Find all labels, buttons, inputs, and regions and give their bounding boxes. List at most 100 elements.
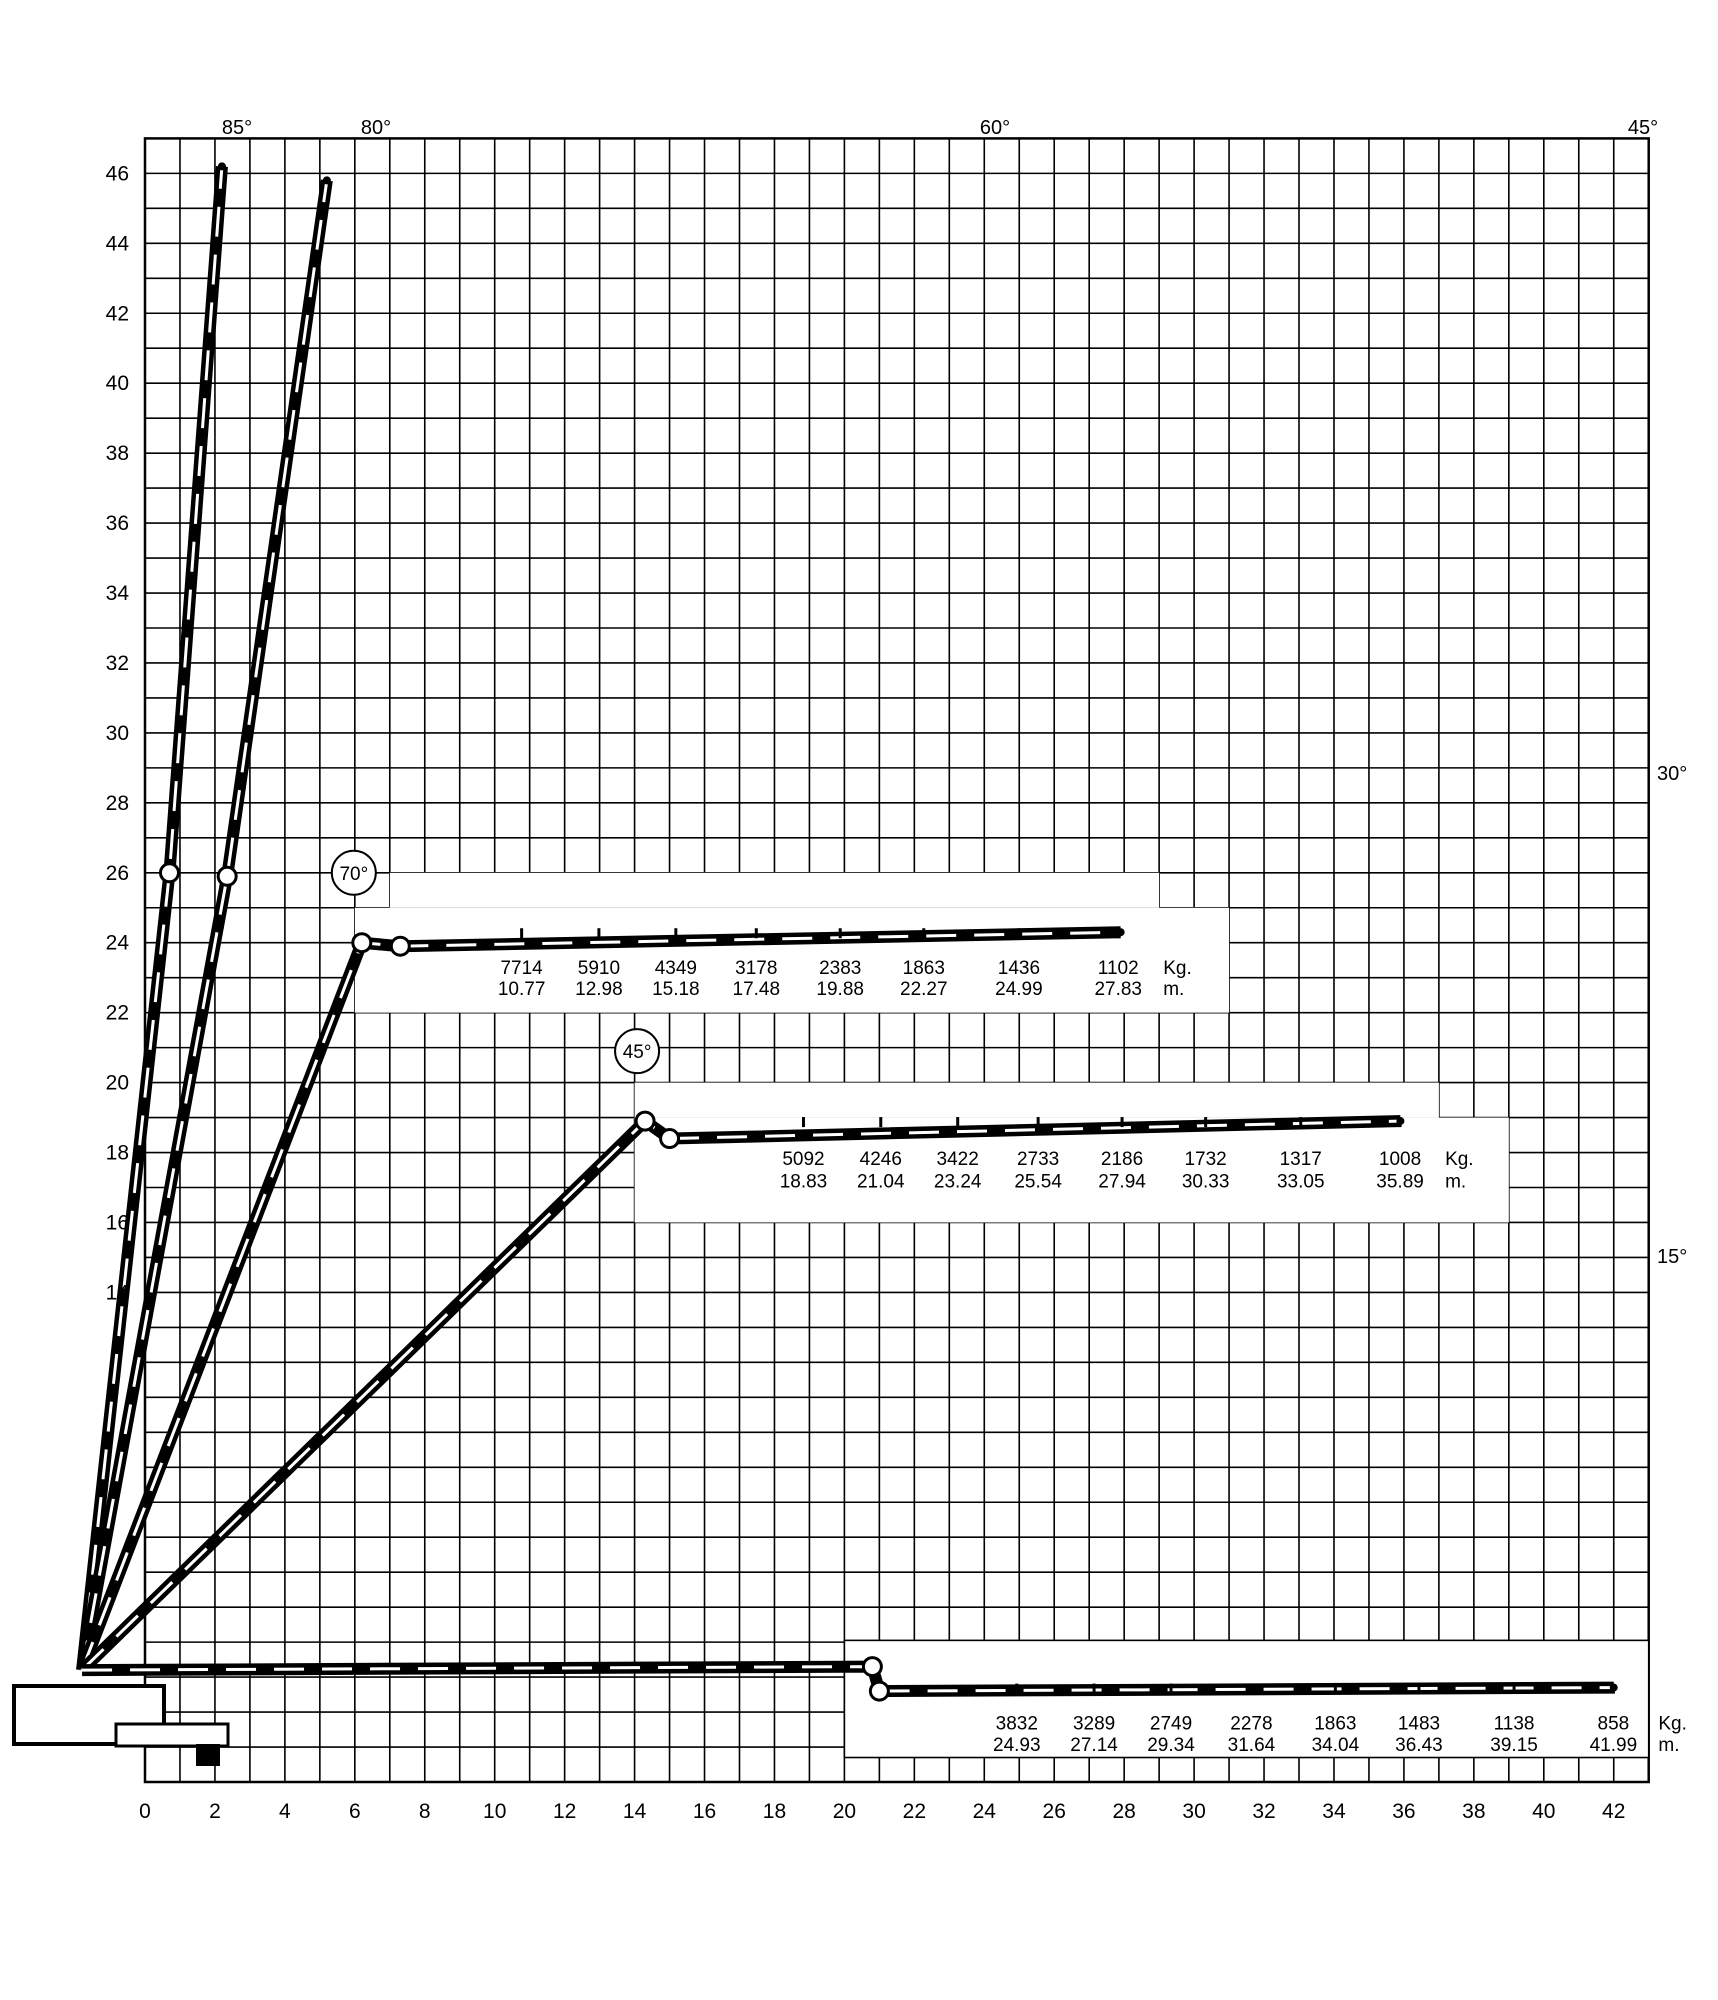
angle-label-circled: 45° [623,1042,652,1063]
load-value: 1102 [1098,958,1139,979]
radius-value: 17.48 [733,979,781,1000]
radius-value: 39.15 [1490,1735,1538,1756]
knuckle-joint [659,1128,681,1150]
radius-value: 35.89 [1376,1172,1424,1193]
load-value: 4246 [860,1149,902,1170]
y-tick-label: 22 [106,1002,129,1025]
load-value: 3289 [1073,1714,1115,1735]
unit-m: m. [1163,979,1184,1000]
load-value: 4349 [655,958,697,979]
boom-detail-0 [80,166,224,1671]
label-area [844,1640,1649,1758]
y-tick-label: 32 [106,652,129,675]
radius-value: 22.27 [900,979,948,1000]
load-value: 2733 [1017,1149,1059,1170]
x-tick-label: 2 [209,1800,221,1823]
x-tick-label: 6 [349,1800,361,1823]
load-value: 2749 [1150,1714,1192,1735]
radius-value: 33.05 [1277,1172,1325,1193]
knuckle-joint [634,1110,656,1132]
load-value: 1732 [1184,1149,1226,1170]
y-tick-label: 36 [106,512,129,535]
y-tick-label: 14 [106,1281,130,1304]
x-tick-label: 40 [1532,1800,1555,1823]
angle-circle [330,849,377,896]
radius-value: 27.14 [1070,1735,1118,1756]
crane-foot [196,1744,220,1766]
crane-outrigger [114,1722,230,1748]
load-value: 7714 [500,958,543,979]
x-tick-label: 22 [903,1800,926,1823]
x-tick-label: 20 [833,1800,856,1823]
radius-value: 29.34 [1147,1735,1195,1756]
x-tick-label: 32 [1252,1800,1275,1823]
load-value: 3422 [937,1149,979,1170]
x-tick-label: 12 [553,1800,576,1823]
x-tick-label: 4 [279,1800,291,1823]
radius-value: 21.04 [857,1172,905,1193]
y-tick-label: 40 [106,372,129,395]
radius-value: 15.18 [652,979,700,1000]
y-tick-label: 18 [106,1142,129,1165]
y-tick-label: 34 [106,582,130,605]
x-tick-label: 34 [1322,1800,1346,1823]
x-tick-label: 36 [1392,1800,1415,1823]
label-area [389,872,1160,908]
load-value: 2186 [1101,1149,1143,1170]
load-value: 1863 [1314,1714,1356,1735]
radius-value: 23.24 [934,1172,982,1193]
radius-value: 19.88 [816,979,864,1000]
boom-detail-4 [82,1665,1614,1693]
y-tick-label: 16 [106,1211,129,1234]
x-tick-label: 0 [139,1800,151,1823]
load-value: 1483 [1398,1714,1440,1735]
load-value: 858 [1598,1714,1630,1735]
y-tick-label: 20 [106,1072,129,1095]
angle-label: 45° [1628,117,1658,139]
load-value: 2278 [1230,1714,1272,1735]
y-tick-label: 42 [106,302,129,325]
radius-value: 31.64 [1228,1735,1276,1756]
load-value: 5910 [578,958,620,979]
radius-value: 34.04 [1312,1735,1360,1756]
angle-label: 80° [361,117,391,139]
x-tick-label: 10 [483,1800,506,1823]
x-tick-label: 14 [623,1800,647,1823]
x-tick-label: 24 [973,1800,997,1823]
load-value: 1863 [903,958,945,979]
load-value: 5092 [782,1149,824,1170]
boom-tip [322,176,331,185]
x-tick-label: 8 [419,1800,431,1823]
load-value: 1317 [1280,1149,1322,1170]
boom-tip [217,162,226,171]
y-tick-label: 38 [106,442,129,465]
radius-value: 36.43 [1395,1735,1443,1756]
radius-value: 41.99 [1590,1735,1638,1756]
angle-label: 30° [1657,763,1687,785]
y-tick-label: 28 [106,792,129,815]
radius-value: 18.83 [780,1172,828,1193]
y-tick-label: 24 [106,932,130,955]
radius-value: 27.83 [1094,979,1142,1000]
load-value: 1138 [1494,1714,1535,1735]
unit-m: m. [1445,1172,1466,1193]
angle-label-circled: 70° [339,864,368,885]
knuckle-joint [351,932,373,954]
angle-label: 15° [1657,1246,1687,1268]
knuckle-joint [389,935,411,957]
boom-2 [76,926,1121,1673]
radius-value: 24.93 [993,1735,1041,1756]
unit-kg: Kg. [1658,1714,1687,1735]
radius-value: 27.94 [1098,1172,1146,1193]
load-value: 3832 [996,1714,1038,1735]
knuckle-joint [158,862,180,884]
knuckle-joint [216,865,238,887]
y-tick-label: 46 [106,162,129,185]
boom-0 [76,165,228,1671]
x-tick-label: 42 [1602,1800,1625,1823]
unit-kg: Kg. [1163,958,1192,979]
label-area [354,907,1230,1013]
y-tick-label: 44 [106,232,130,255]
boom-detail-2 [80,930,1121,1671]
